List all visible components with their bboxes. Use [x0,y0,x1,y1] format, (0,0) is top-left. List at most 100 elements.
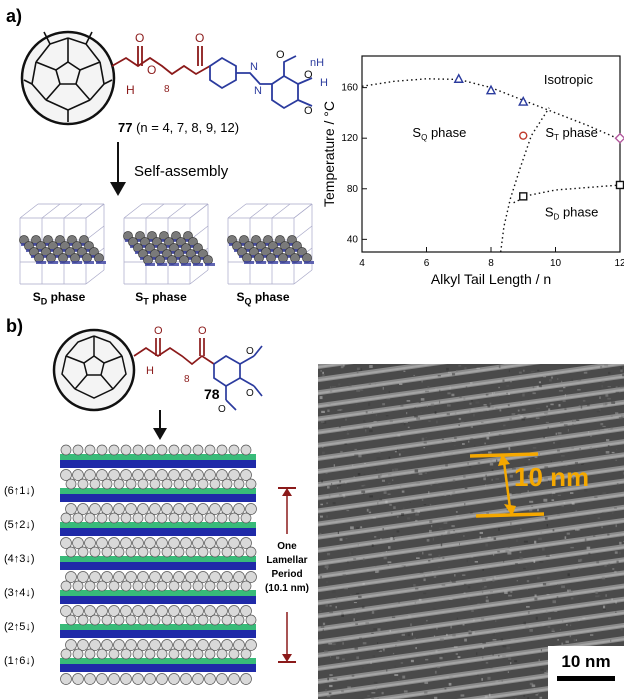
fullerene-ball [60,444,72,456]
fullerene-ball [96,605,108,617]
fullerene-ball [144,444,156,456]
fullerene-ball [173,639,185,651]
phase-caption: ST phase [135,290,187,307]
fullerene-ball [137,503,149,515]
fullerene-ball [120,648,132,660]
assembly-arrow-b [153,410,167,440]
fullerene-ball [245,614,257,626]
fullerene-ball [204,580,216,592]
fullerene-ball [180,512,192,524]
lamella-layer [60,580,256,617]
fullerene-ball [216,537,228,549]
molecule-77-structure: O O O H 8 N N O O O nH H [20,30,328,126]
layer-label: (2↑5↓) [4,621,35,633]
label-n1: N [250,61,258,73]
fullerene-ball [72,580,84,592]
label-o1: O [135,31,144,45]
panel-a-label: a) [6,6,23,26]
lattice-cube [227,203,314,285]
fullerene-ball [209,614,221,626]
linker-chain [111,46,211,76]
fullerene-ball [197,478,209,490]
lamella-layer [60,478,257,515]
svg-text:O: O [246,346,254,357]
fullerene-ball [192,605,204,617]
fullerene-ball [192,537,204,549]
fullerene-ball [185,478,197,490]
fullerene-ball [245,546,257,558]
fullerene-ball [120,537,132,549]
fullerene-ball [101,614,113,626]
fullerene-ball [89,571,101,583]
fullerene-ball [113,503,125,515]
label-8: 8 [164,84,170,95]
fullerene-ball [161,614,173,626]
fullerene-ball [245,478,257,490]
fullerene-ball [221,571,233,583]
layer-label: (3↑4↓) [4,587,35,599]
x-axis-label: Alkyl Tail Length / n [431,271,551,287]
fullerene-ball [125,503,137,515]
fullerene-ball [180,648,192,660]
fullerene-ball [144,469,156,481]
phase-captions: SD phase ST phase SQ phase [14,290,324,308]
azobenzene [209,55,313,110]
fullerene-ball [204,605,216,617]
fullerene-ball [233,614,245,626]
fullerene-ball [84,512,96,524]
x-tick-label: 8 [488,258,494,269]
fullerene-ball [173,478,185,490]
data-point-square [615,180,624,190]
period-text: One Lamellar Period (10.1 nm) [265,541,309,594]
fullerene-ball [137,571,149,583]
fullerene-ball [77,503,89,515]
fullerene-ball [108,512,120,524]
fullerene-ball [84,537,96,549]
fullerene-ball [156,469,168,481]
fullerene-ball [173,503,185,515]
panel-b-label: b) [6,316,23,336]
fullerene-ball [132,648,144,660]
x-tick-label: 12 [614,258,624,269]
fullerene-ball [89,546,101,558]
fullerene-ball [101,546,113,558]
fullerene-ball [144,580,156,592]
x-tick-label: 4 [359,258,365,269]
fullerene-ball [197,546,209,558]
fullerene-ball [168,605,180,617]
label-o5: O [304,69,313,81]
fullerene-ball [60,605,72,617]
svg-text:8: 8 [184,374,190,385]
fullerene-ball [161,639,173,651]
phase-caption: SQ phase [236,290,290,307]
fullerene-ball [216,605,228,617]
fullerene-ball [173,614,185,626]
fullerene-ball [65,503,77,515]
fullerene-ball [149,571,161,583]
fullerene-ball [101,639,113,651]
fullerene-ball [60,648,72,660]
fullerene-ball [149,503,161,515]
fullerene-ball [84,580,96,592]
data-point-square [519,192,528,201]
fullerene-ball [185,571,197,583]
fullerene-ball [192,580,204,592]
fullerene-ball [180,673,192,685]
fullerene-ball [65,614,77,626]
fullerene-ball [125,571,137,583]
fullerene-ball [89,614,101,626]
fullerene-ball [72,512,84,524]
fullerene-ball [168,648,180,660]
fullerene-ball [108,605,120,617]
fullerene-ball [180,537,192,549]
fullerene-ball [204,537,216,549]
fullerene-ball [89,503,101,515]
fullerene-ball [65,571,77,583]
fullerene-ball [108,580,120,592]
fullerene-ball [120,580,132,592]
lamella-layer [60,648,256,685]
fullerene-ball [149,614,161,626]
fullerene-ball [168,444,180,456]
fullerene-ball [72,605,84,617]
fullerene-ball [101,503,113,515]
